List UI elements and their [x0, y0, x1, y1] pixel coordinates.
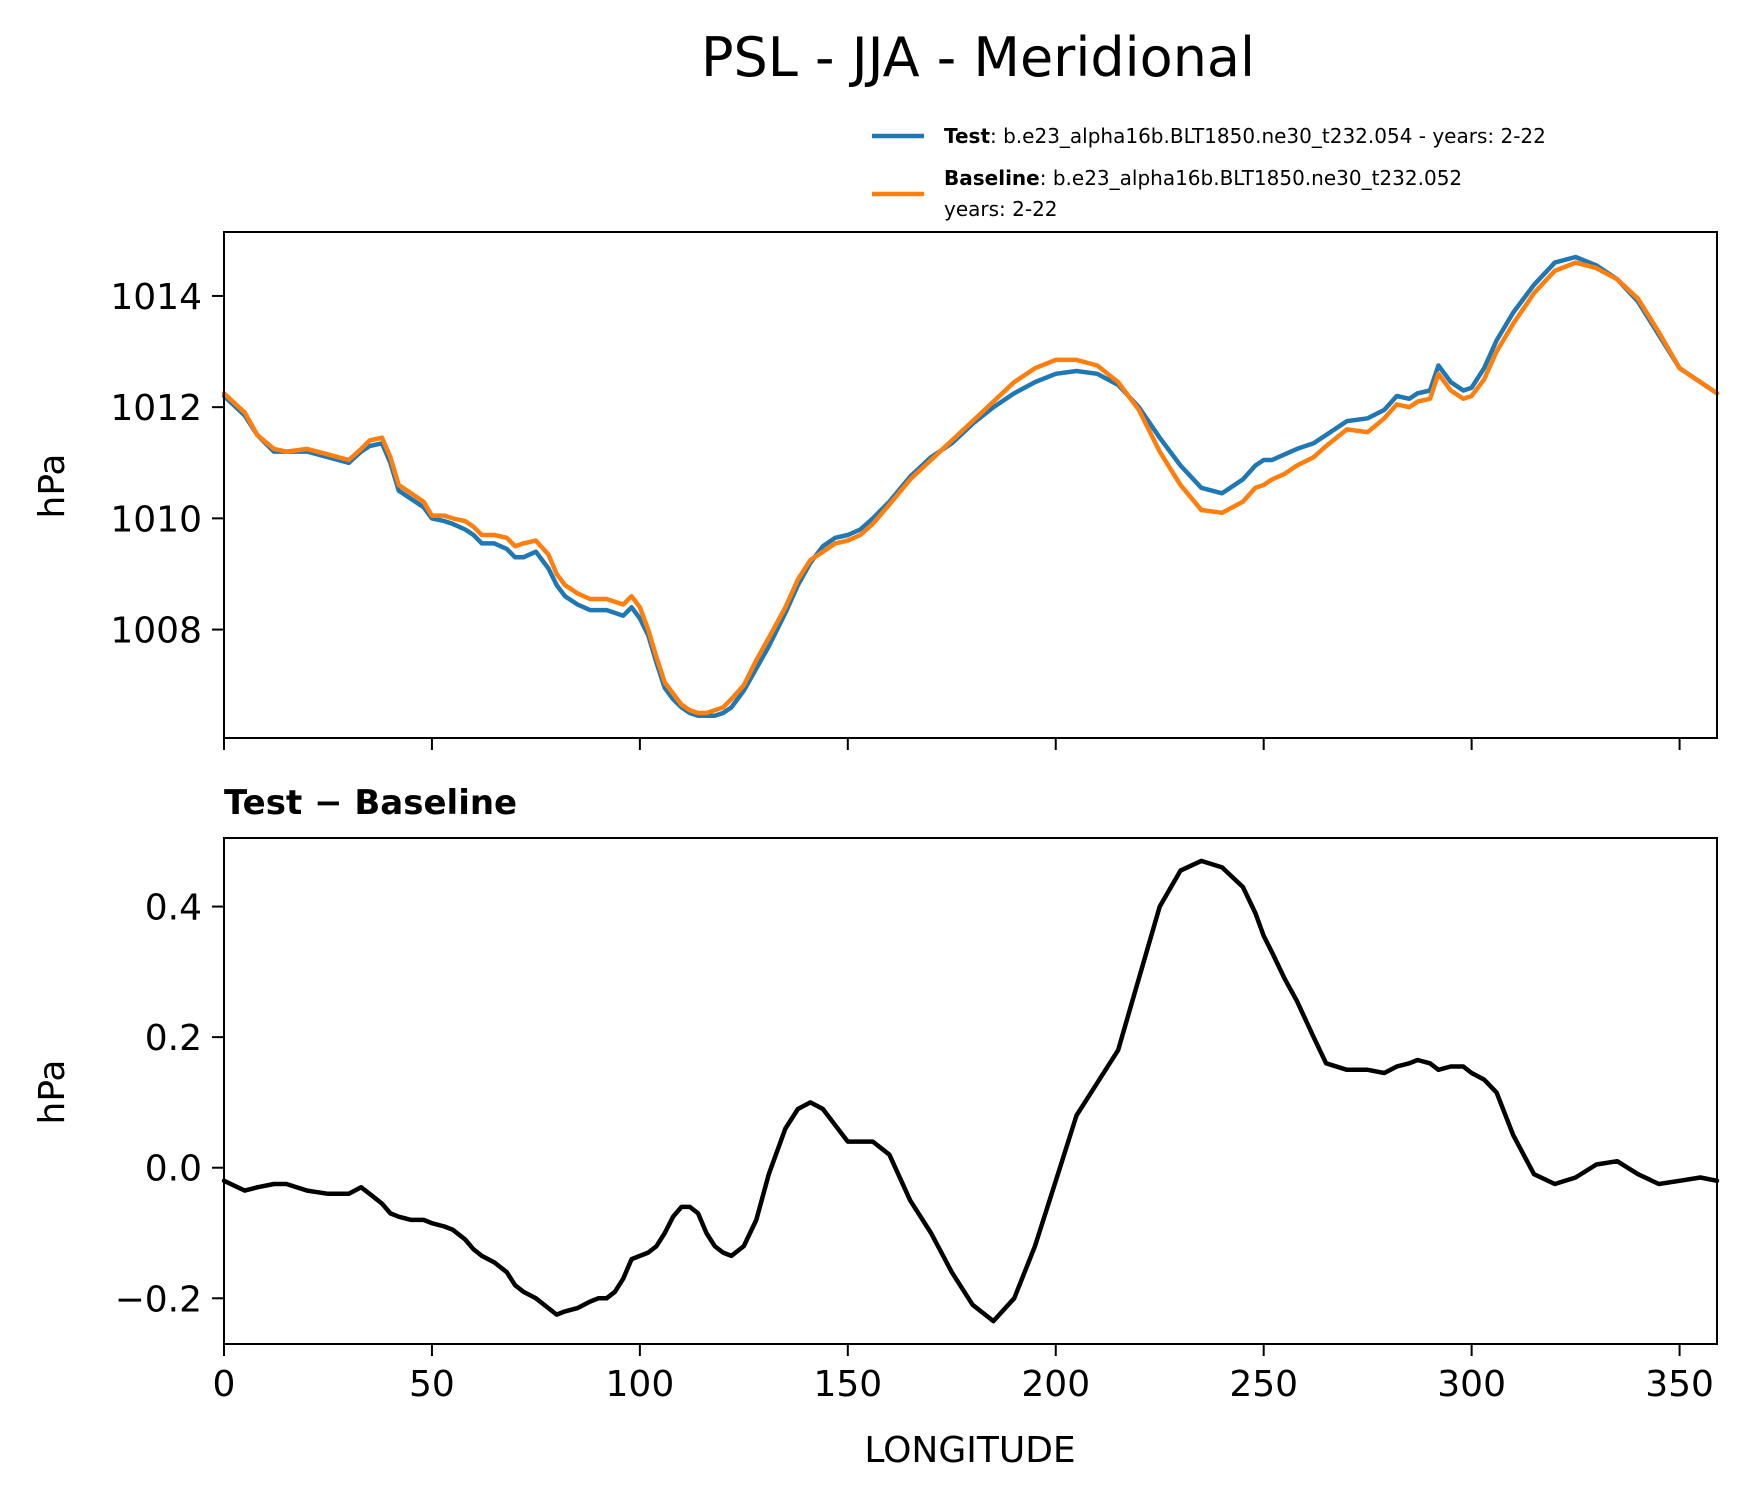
bottom-axes-frame: [223, 837, 1718, 1345]
legend-test-name: Test: [944, 124, 990, 148]
y-tick-label: 1014: [110, 277, 202, 318]
top-axes-frame: [223, 231, 1718, 739]
y-tick-label: 0.4: [145, 888, 202, 929]
y-tick-label: 1010: [110, 499, 202, 540]
top-series-group: [221, 254, 1720, 719]
bottom-xlabel: LONGITUDE: [864, 1430, 1075, 1471]
legend-test-text: : b.e23_alpha16b.BLT1850.ne30_t232.054 -…: [990, 124, 1546, 148]
x-tick-label: 200: [1021, 1364, 1090, 1405]
legend-baseline-text-line2: years: 2-22: [944, 197, 1058, 221]
x-tick-label: 300: [1437, 1364, 1506, 1405]
legend-baseline-text: : b.e23_alpha16b.BLT1850.ne30_t232.052: [1040, 166, 1462, 190]
diff-title: Test − Baseline: [224, 783, 517, 823]
top-ylabel: hPa: [32, 454, 73, 519]
figure-title: PSL - JJA - Meridional: [701, 26, 1255, 89]
x-tick-label: 100: [606, 1364, 675, 1405]
baseline-line: [221, 260, 1720, 716]
bottom-panel: Test − Baseline 0 50 100 150 200 250 300 350 −0.…: [32, 783, 1720, 1471]
svg-text:Baseline: b.e23_alpha16b.BLT18: Baseline: b.e23_alpha16b.BLT1850.ne30_t2…: [944, 166, 1462, 190]
svg-text:Test: b.e23_alpha16b.BLT1850.n: Test: b.e23_alpha16b.BLT1850.ne30_t232.0…: [944, 124, 1546, 148]
bottom-ticks: 0 50 100 150 200 250 300 350 −0.2 0.0 0.2 0.4: [115, 888, 1714, 1405]
y-tick-label: −0.2: [115, 1279, 202, 1320]
y-tick-label: 1008: [110, 611, 202, 652]
top-panel: 1008 1010 1012 1014 hPa: [32, 231, 1720, 750]
x-tick-label: 350: [1645, 1364, 1714, 1405]
top-ticks: 1008 1010 1012 1014: [110, 277, 1681, 750]
x-tick-label: 0: [213, 1364, 236, 1405]
x-tick-label: 250: [1229, 1364, 1298, 1405]
bottom-ylabel: hPa: [32, 1060, 73, 1125]
legend-baseline-name: Baseline: [944, 166, 1040, 190]
y-tick-label: 0.2: [145, 1018, 202, 1059]
y-tick-label: 0.0: [145, 1149, 202, 1190]
test-line: [221, 254, 1720, 719]
bottom-series-group: [221, 858, 1720, 1324]
x-tick-label: 150: [813, 1364, 882, 1405]
legend: Test: b.e23_alpha16b.BLT1850.ne30_t232.0…: [872, 124, 1546, 221]
x-tick-label: 50: [409, 1364, 455, 1405]
difference-line: [221, 858, 1720, 1324]
y-tick-label: 1012: [110, 388, 202, 429]
